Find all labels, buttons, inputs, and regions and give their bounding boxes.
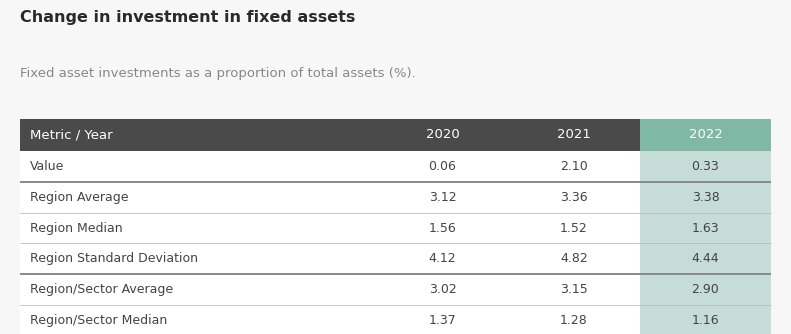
Text: 1.37: 1.37	[429, 314, 456, 327]
Text: 3.36: 3.36	[560, 191, 588, 204]
Text: 2.90: 2.90	[691, 283, 719, 296]
Text: 1.63: 1.63	[691, 222, 719, 234]
Text: 1.16: 1.16	[691, 314, 719, 327]
Bar	[20, 305, 640, 334]
Bar	[20, 213, 640, 243]
Text: Metric / Year: Metric / Year	[30, 129, 112, 141]
Text: 3.15: 3.15	[560, 283, 588, 296]
Text: 3.38: 3.38	[691, 191, 719, 204]
Text: Region/Sector Average: Region/Sector Average	[30, 283, 173, 296]
Text: 4.12: 4.12	[429, 253, 456, 265]
Text: 4.44: 4.44	[691, 253, 719, 265]
Text: Region Average: Region Average	[30, 191, 129, 204]
Text: 2020: 2020	[426, 129, 460, 141]
Bar	[640, 305, 771, 334]
Text: Region Standard Deviation: Region Standard Deviation	[30, 253, 198, 265]
Text: 1.28: 1.28	[560, 314, 588, 327]
Bar	[20, 151, 640, 182]
Text: Region/Sector Median: Region/Sector Median	[30, 314, 168, 327]
Text: 0.33: 0.33	[691, 160, 719, 173]
Text: 1.52: 1.52	[560, 222, 588, 234]
Text: 3.02: 3.02	[429, 283, 456, 296]
Text: 2021: 2021	[557, 129, 591, 141]
Text: Region Median: Region Median	[30, 222, 123, 234]
Text: Fixed asset investments as a proportion of total assets (%).: Fixed asset investments as a proportion …	[20, 67, 415, 80]
Bar	[640, 274, 771, 305]
Text: 3.12: 3.12	[429, 191, 456, 204]
Bar	[640, 213, 771, 243]
Text: Value: Value	[30, 160, 64, 173]
Bar	[640, 182, 771, 213]
Text: 4.82: 4.82	[560, 253, 588, 265]
Bar	[20, 274, 640, 305]
Text: 2022: 2022	[688, 129, 722, 141]
Bar	[20, 119, 640, 151]
Text: 1.56: 1.56	[429, 222, 456, 234]
Bar	[20, 182, 640, 213]
Bar	[640, 151, 771, 182]
Text: 2.10: 2.10	[560, 160, 588, 173]
Bar	[640, 243, 771, 274]
Bar	[20, 243, 640, 274]
Text: Change in investment in fixed assets: Change in investment in fixed assets	[20, 10, 355, 25]
Text: 0.06: 0.06	[429, 160, 456, 173]
Bar	[640, 119, 771, 151]
